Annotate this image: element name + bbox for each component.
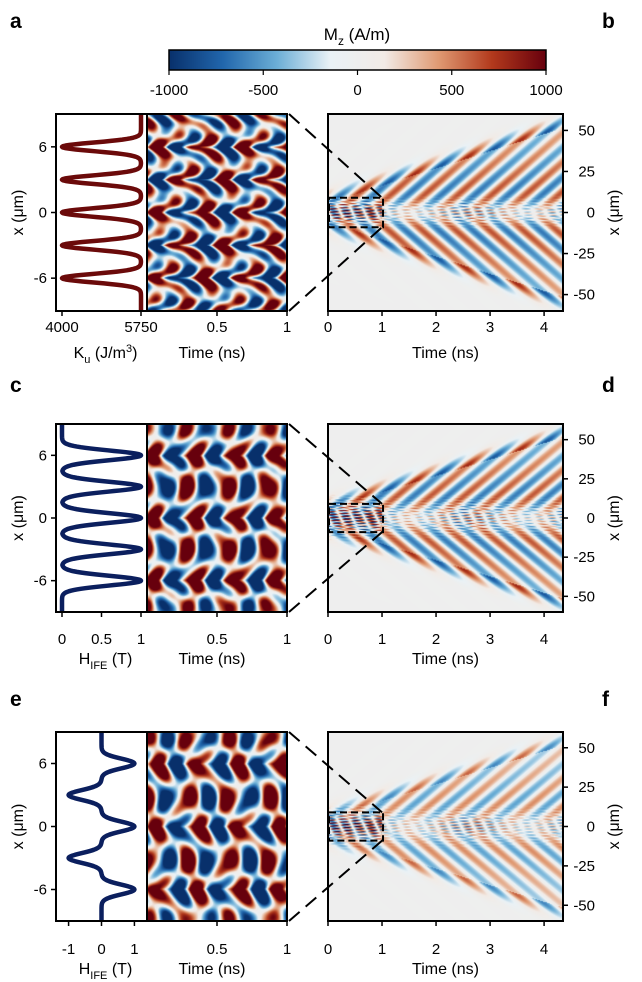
ylabel-left: x (μm)	[10, 190, 27, 236]
heatmap-f	[328, 732, 563, 921]
xtick-label: 1	[283, 941, 291, 958]
ytick-label: 50	[578, 432, 595, 449]
ytick-label: -25	[573, 246, 595, 263]
xlabel-profile: Ku (J/m3)	[74, 343, 138, 366]
xtick-label: 0	[58, 631, 66, 648]
ytick-label: -25	[573, 858, 595, 875]
zoom-heatmap-a-zoom	[147, 114, 287, 311]
ylabel-left: x (μm)	[10, 804, 27, 850]
colorbar-gradient	[168, 49, 547, 71]
xtick-label: 5750	[124, 319, 157, 336]
ytick-label: -50	[573, 588, 595, 605]
ytick-label: 6	[39, 139, 47, 156]
xlabel-wide: Time (ns)	[412, 651, 479, 668]
xtick-label: 3	[486, 941, 494, 958]
colorbar-tick-label: 0	[353, 82, 361, 99]
heatmap-b	[328, 114, 563, 311]
colorbar-tick-label: -1000	[150, 82, 188, 99]
xlabel-profile: HIFE (T)	[79, 651, 133, 672]
xlabel-wide: Time (ns)	[412, 345, 479, 362]
ytick-label: -50	[573, 897, 595, 914]
xtick-label: 0.5	[207, 319, 228, 336]
xtick-label: 0.5	[91, 631, 112, 648]
xtick-label: 0.5	[207, 631, 228, 648]
xtick-label: 0	[324, 941, 332, 958]
ytick-label: 6	[39, 447, 47, 464]
ylabel-right: x (μm)	[606, 190, 623, 236]
panel-letter-a: a	[10, 10, 22, 33]
ytick-label: -6	[34, 270, 47, 287]
ylabel-left: x (μm)	[10, 495, 27, 541]
ytick-label: -6	[34, 573, 47, 590]
panel-letter-d: d	[602, 374, 615, 397]
xtick-label: 0	[97, 941, 105, 958]
colorbar-ticks: -1000 -500 0 500 1000	[150, 70, 563, 99]
colorbar-tick-label: 500	[439, 82, 464, 99]
ytick-label: 0	[587, 510, 595, 527]
zoom-box	[328, 196, 385, 229]
colorbar-tick-label: -500	[248, 82, 278, 99]
xtick-label: 4	[540, 631, 548, 648]
ytick-label: -25	[573, 549, 595, 566]
xlabel-profile: HIFE (T)	[79, 961, 133, 982]
ytick-label: 0	[39, 819, 47, 836]
profile-curve-a	[59, 112, 144, 313]
ytick-label: 0	[39, 510, 47, 527]
xlabel-zoom: Time (ns)	[179, 961, 246, 978]
colorbar: Mz (A/m) -1000 -500 0 500 1000	[150, 25, 563, 99]
panel-letter-c: c	[10, 374, 22, 397]
xlabel-zoom: Time (ns)	[179, 345, 246, 362]
ytick-label: -50	[573, 287, 595, 304]
xlabel-zoom: Time (ns)	[179, 651, 246, 668]
xtick-label: 0.5	[207, 941, 228, 958]
panel-letter-b: b	[602, 10, 615, 33]
xtick-label: -1	[62, 941, 75, 958]
xtick-label: 1	[283, 631, 291, 648]
xtick-label: 0	[324, 631, 332, 648]
ytick-label: 25	[578, 163, 595, 180]
xtick-label: 1	[137, 631, 145, 648]
panel-letter-f: f	[602, 688, 610, 711]
xtick-label: 4	[540, 941, 548, 958]
ytick-label: 0	[587, 819, 595, 836]
ylabel-right: x (μm)	[606, 804, 623, 850]
xtick-label: 2	[432, 941, 440, 958]
profile-curve-c	[59, 422, 144, 614]
ytick-label: 25	[578, 779, 595, 796]
xtick-label: 4	[540, 319, 548, 336]
xtick-label: 1	[283, 319, 291, 336]
xlabel-wide: Time (ns)	[412, 961, 479, 978]
ytick-label: 6	[39, 756, 47, 773]
xtick-label: 3	[486, 319, 494, 336]
ytick-label: 0	[587, 205, 595, 222]
zoom-box	[328, 811, 385, 842]
zoom-heatmap-c-zoom	[147, 424, 287, 612]
xtick-label: 1	[378, 941, 386, 958]
ytick-label: 50	[578, 122, 595, 139]
panel-letter-e: e	[10, 688, 22, 711]
zoom-box	[328, 502, 385, 534]
ytick-label: -6	[34, 882, 47, 899]
xtick-label: 2	[432, 631, 440, 648]
xtick-label: 3	[486, 631, 494, 648]
ytick-label: 25	[578, 471, 595, 488]
xtick-label: 1	[130, 941, 138, 958]
xtick-label: 1	[378, 319, 386, 336]
ytick-label: 0	[39, 205, 47, 222]
heatmap-d	[328, 424, 563, 612]
xtick-label: 4000	[45, 319, 78, 336]
xtick-label: 0	[324, 319, 332, 336]
xtick-label: 2	[432, 319, 440, 336]
profile-panel-bg	[56, 424, 147, 612]
colorbar-tick-label: 1000	[529, 82, 562, 99]
xtick-label: 1	[378, 631, 386, 648]
colorbar-title: Mz (A/m)	[324, 25, 390, 48]
ytick-label: 50	[578, 740, 595, 757]
ylabel-right: x (μm)	[606, 495, 623, 541]
profile-curve-e	[66, 730, 137, 923]
zoom-heatmap-e-zoom	[147, 732, 287, 921]
